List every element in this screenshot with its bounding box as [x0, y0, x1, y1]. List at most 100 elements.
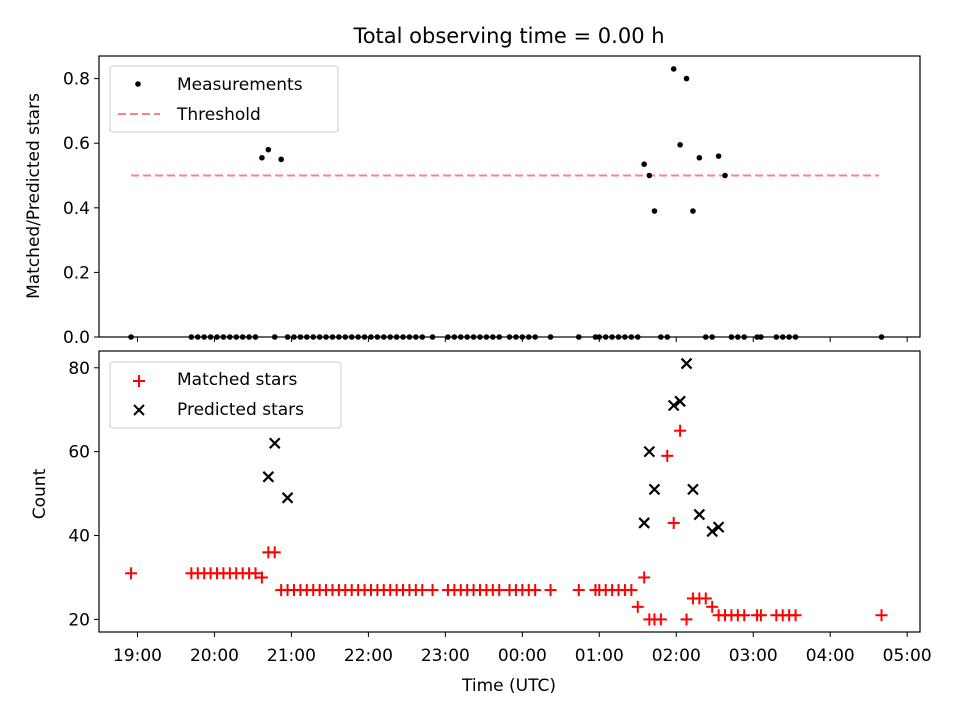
matched-star-point: [638, 571, 651, 584]
predicted-star-point: [648, 483, 661, 496]
predicted-star-point: [638, 517, 650, 529]
predicted-star-stroke-b: [667, 399, 680, 412]
predicted-star-stroke-b: [680, 357, 693, 370]
legend-matched-label: Matched stars: [177, 370, 297, 390]
top-y-axis-label: Matched/Predicted stars: [24, 93, 44, 299]
predicted-star-point: [712, 521, 725, 533]
measurement-point: [265, 146, 272, 153]
measurement-point: [651, 208, 658, 214]
x-tick-label: 04:00: [806, 646, 855, 666]
x-tick-label: 19:00: [113, 646, 162, 666]
chart-title: Total observing time = 0.00 h: [352, 24, 664, 48]
top-plot-frame: [98, 55, 921, 338]
x-tick-label: 03:00: [729, 646, 778, 666]
top-y-tick-label: 0.8: [63, 70, 90, 90]
x-tick-label: 05:00: [883, 646, 932, 666]
bottom-x-axis: 19:00 20:00 21:00 22:00 23:00 00:00 01:00 02:00…: [113, 632, 932, 666]
measurement-point: [690, 208, 696, 214]
x-tick-label: 22:00: [344, 646, 393, 666]
predicted-star-point: [281, 492, 294, 504]
legend-measurements-label: Measurements: [177, 75, 303, 95]
predicted-star-stroke-b: [638, 517, 650, 529]
x-tick-label: 23:00: [421, 646, 470, 666]
top-y-tick-label: 0.6: [63, 134, 90, 154]
matched-star-point: [674, 424, 687, 437]
predicted-star-stroke-b: [706, 525, 718, 538]
measurement-point: [278, 156, 284, 163]
matched-star-point: [738, 609, 751, 622]
x-axis-label: Time (UTC): [461, 676, 556, 696]
top-legend: Measurements Threshold: [109, 65, 339, 133]
bottom-legend-box: [109, 361, 342, 429]
matched-star-point: [544, 584, 557, 597]
bottom-y-axis: 20 40 60 80: [68, 359, 99, 630]
matched-star-point: [680, 613, 693, 626]
predicted-star-point: [693, 508, 706, 521]
matched-star-point: [255, 571, 268, 584]
matched-star-point: [789, 609, 802, 622]
legend-threshold-label: Threshold: [176, 105, 261, 125]
top-y-tick-label: 0.2: [63, 263, 90, 283]
matched-star-point: [625, 584, 638, 597]
predicted-star-point: [667, 399, 680, 412]
predicted-star-point: [262, 471, 275, 483]
measurement-point: [715, 153, 722, 159]
bottom-y-axis-label: Count: [30, 468, 50, 519]
matched-star-point: [661, 449, 674, 462]
measurement-point: [683, 75, 690, 82]
bottom-y-tick-label: 40: [68, 527, 90, 547]
top-panel: Total observing time = 0.00 h 0.0 0.2 0.4 0…: [24, 24, 921, 348]
matched-star-point: [529, 584, 542, 597]
bottom-panel: 20 40 60 80 19:00 20:00 21:00 22:00 23:00 00:00 0…: [30, 350, 932, 696]
x-tick-label: 20:00: [190, 646, 239, 666]
measurement-point: [722, 172, 728, 179]
predicted-star-stroke-b: [712, 521, 725, 533]
measurement-point: [646, 172, 653, 179]
legend-predicted-marker: [133, 404, 145, 416]
x-tick-label: 02:00: [652, 646, 701, 666]
measurement-point: [259, 154, 265, 161]
matched-stars-series: [125, 424, 888, 626]
matched-star-point: [754, 609, 767, 622]
matched-star-point: [706, 600, 719, 613]
bottom-y-tick-label: 60: [68, 443, 90, 463]
matched-star-point: [416, 584, 429, 597]
matched-star-point: [268, 546, 281, 559]
measurement-point: [641, 161, 647, 168]
legend-measurements-marker: [135, 81, 141, 87]
matched-star-point: [699, 592, 712, 605]
bottom-y-tick-label: 20: [68, 610, 90, 630]
predicted-stars-series: [262, 357, 725, 538]
predicted-star-point: [680, 357, 693, 370]
x-tick-label: 00:00: [498, 646, 547, 666]
predicted-star-point: [268, 437, 281, 450]
predicted-star-stroke-b: [262, 471, 275, 483]
matched-star-point: [875, 609, 888, 622]
predicted-star-stroke-b: [281, 492, 294, 504]
predicted-star-point: [687, 483, 699, 496]
predicted-star-stroke-b: [648, 483, 661, 496]
predicted-star-point: [674, 395, 686, 408]
top-legend-box: [109, 65, 339, 133]
measurement-point: [670, 66, 677, 72]
predicted-star-stroke-b: [268, 437, 281, 450]
predicted-star-stroke-b: [687, 483, 699, 496]
predicted-star-point: [706, 525, 718, 538]
matched-star-point: [572, 584, 585, 597]
matched-star-point: [667, 516, 680, 529]
predicted-star-stroke-b: [693, 508, 706, 521]
bottom-legend: Matched stars Predicted stars: [109, 361, 342, 429]
bottom-plot-frame: [98, 350, 921, 633]
x-tick-label: 01:00: [575, 646, 624, 666]
legend-matched-marker: [133, 375, 145, 387]
measurement-point: [696, 154, 703, 161]
matched-star-point: [125, 567, 138, 580]
matched-star-point: [631, 600, 644, 613]
x-tick-label: 21:00: [267, 646, 316, 666]
top-y-tick-label: 0.0: [63, 328, 90, 348]
predicted-star-stroke-b: [643, 445, 656, 458]
bottom-y-tick-label: 80: [68, 359, 90, 379]
top-y-tick-label: 0.4: [63, 199, 90, 219]
measurement-point: [677, 142, 683, 148]
